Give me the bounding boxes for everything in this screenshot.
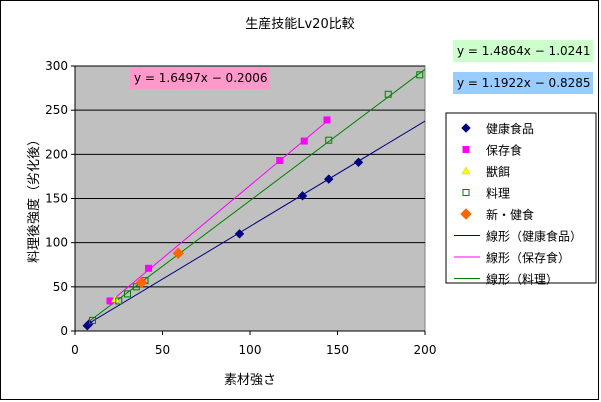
x-tick-label: 200 — [414, 343, 437, 357]
x-tick-label: 50 — [155, 343, 170, 357]
data-point-series-2 — [300, 137, 308, 145]
legend-label-3: 獣餌 — [486, 164, 510, 179]
data-point-series-1 — [84, 319, 94, 329]
data-point-series-4 — [115, 297, 123, 305]
y-tick-label: 100 — [45, 236, 68, 250]
data-point-series-2 — [145, 264, 152, 272]
data-point-series-1 — [324, 174, 334, 184]
data-point-series-5 — [172, 247, 184, 259]
x-tick-label: 100 — [239, 343, 262, 357]
legend-marker-2 — [462, 146, 470, 153]
data-point-series-4 — [384, 90, 392, 98]
legend-trend-label-1: 線形（健康食品） — [486, 229, 582, 244]
x-tick-label: 0 — [71, 343, 79, 357]
legend-marker-4 — [462, 189, 470, 196]
equation-box-1 — [453, 72, 593, 94]
data-point-series-2 — [323, 116, 331, 124]
equation-box-3 — [453, 40, 593, 62]
data-point-series-4 — [124, 290, 131, 298]
data-point-series-1 — [234, 229, 245, 239]
legend-label-2: 保存食 — [486, 143, 522, 158]
y-tick-label: 250 — [45, 103, 68, 117]
y-tick-label: 50 — [53, 280, 68, 294]
equation-box-2 — [130, 67, 270, 89]
legend-label-4: 料理 — [486, 187, 510, 201]
legend-label-5: 新・健食 — [486, 207, 534, 222]
y-tick-label: 150 — [45, 192, 68, 206]
data-point-series-2 — [276, 157, 284, 165]
legend-marker-5 — [460, 208, 472, 220]
y-tick-label: 300 — [45, 59, 68, 73]
data-point-series-4 — [325, 136, 333, 144]
legend-trend-label-2: 線形（保存食） — [486, 250, 570, 265]
data-point-series-4 — [132, 283, 140, 291]
chart-title: 生産技能Lv20比較 — [245, 16, 354, 32]
trendline-1 — [86, 120, 426, 325]
data-point-series-4 — [89, 316, 96, 324]
data-point-series-1 — [353, 157, 364, 167]
legend-marker-1 — [461, 123, 471, 133]
data-point-series-1 — [297, 191, 308, 201]
y-tick-label: 0 — [60, 324, 68, 338]
x-axis-title: 素材強さ — [224, 373, 276, 388]
legend-trend-label-3: 線形（料理） — [486, 272, 558, 287]
plot-area: 0 50 100 150 200 0 50 100 150 200 250 300 — [45, 59, 436, 357]
legend-box — [445, 112, 597, 284]
equation-label-1: y = 1.1922x − 0.8285 — [457, 76, 591, 90]
legend-label-1: 健康食品 — [486, 121, 534, 136]
x-tick-label: 150 — [326, 343, 349, 357]
equation-label-3: y = 1.4864x − 1.0241 — [457, 44, 591, 58]
data-point-series-5 — [135, 276, 148, 289]
equation-label-2: y = 1.6497x − 0.2006 — [134, 71, 268, 85]
trendline-equations: y = 1.1922x − 0.8285 y = 1.6497x − 0.2006… — [130, 40, 593, 94]
y-axis-title: 料理後強度（劣化後） — [26, 133, 42, 263]
legend-marker-3 — [461, 166, 471, 175]
data-point-series-4 — [416, 71, 424, 79]
y-tick-label: 200 — [45, 147, 68, 161]
